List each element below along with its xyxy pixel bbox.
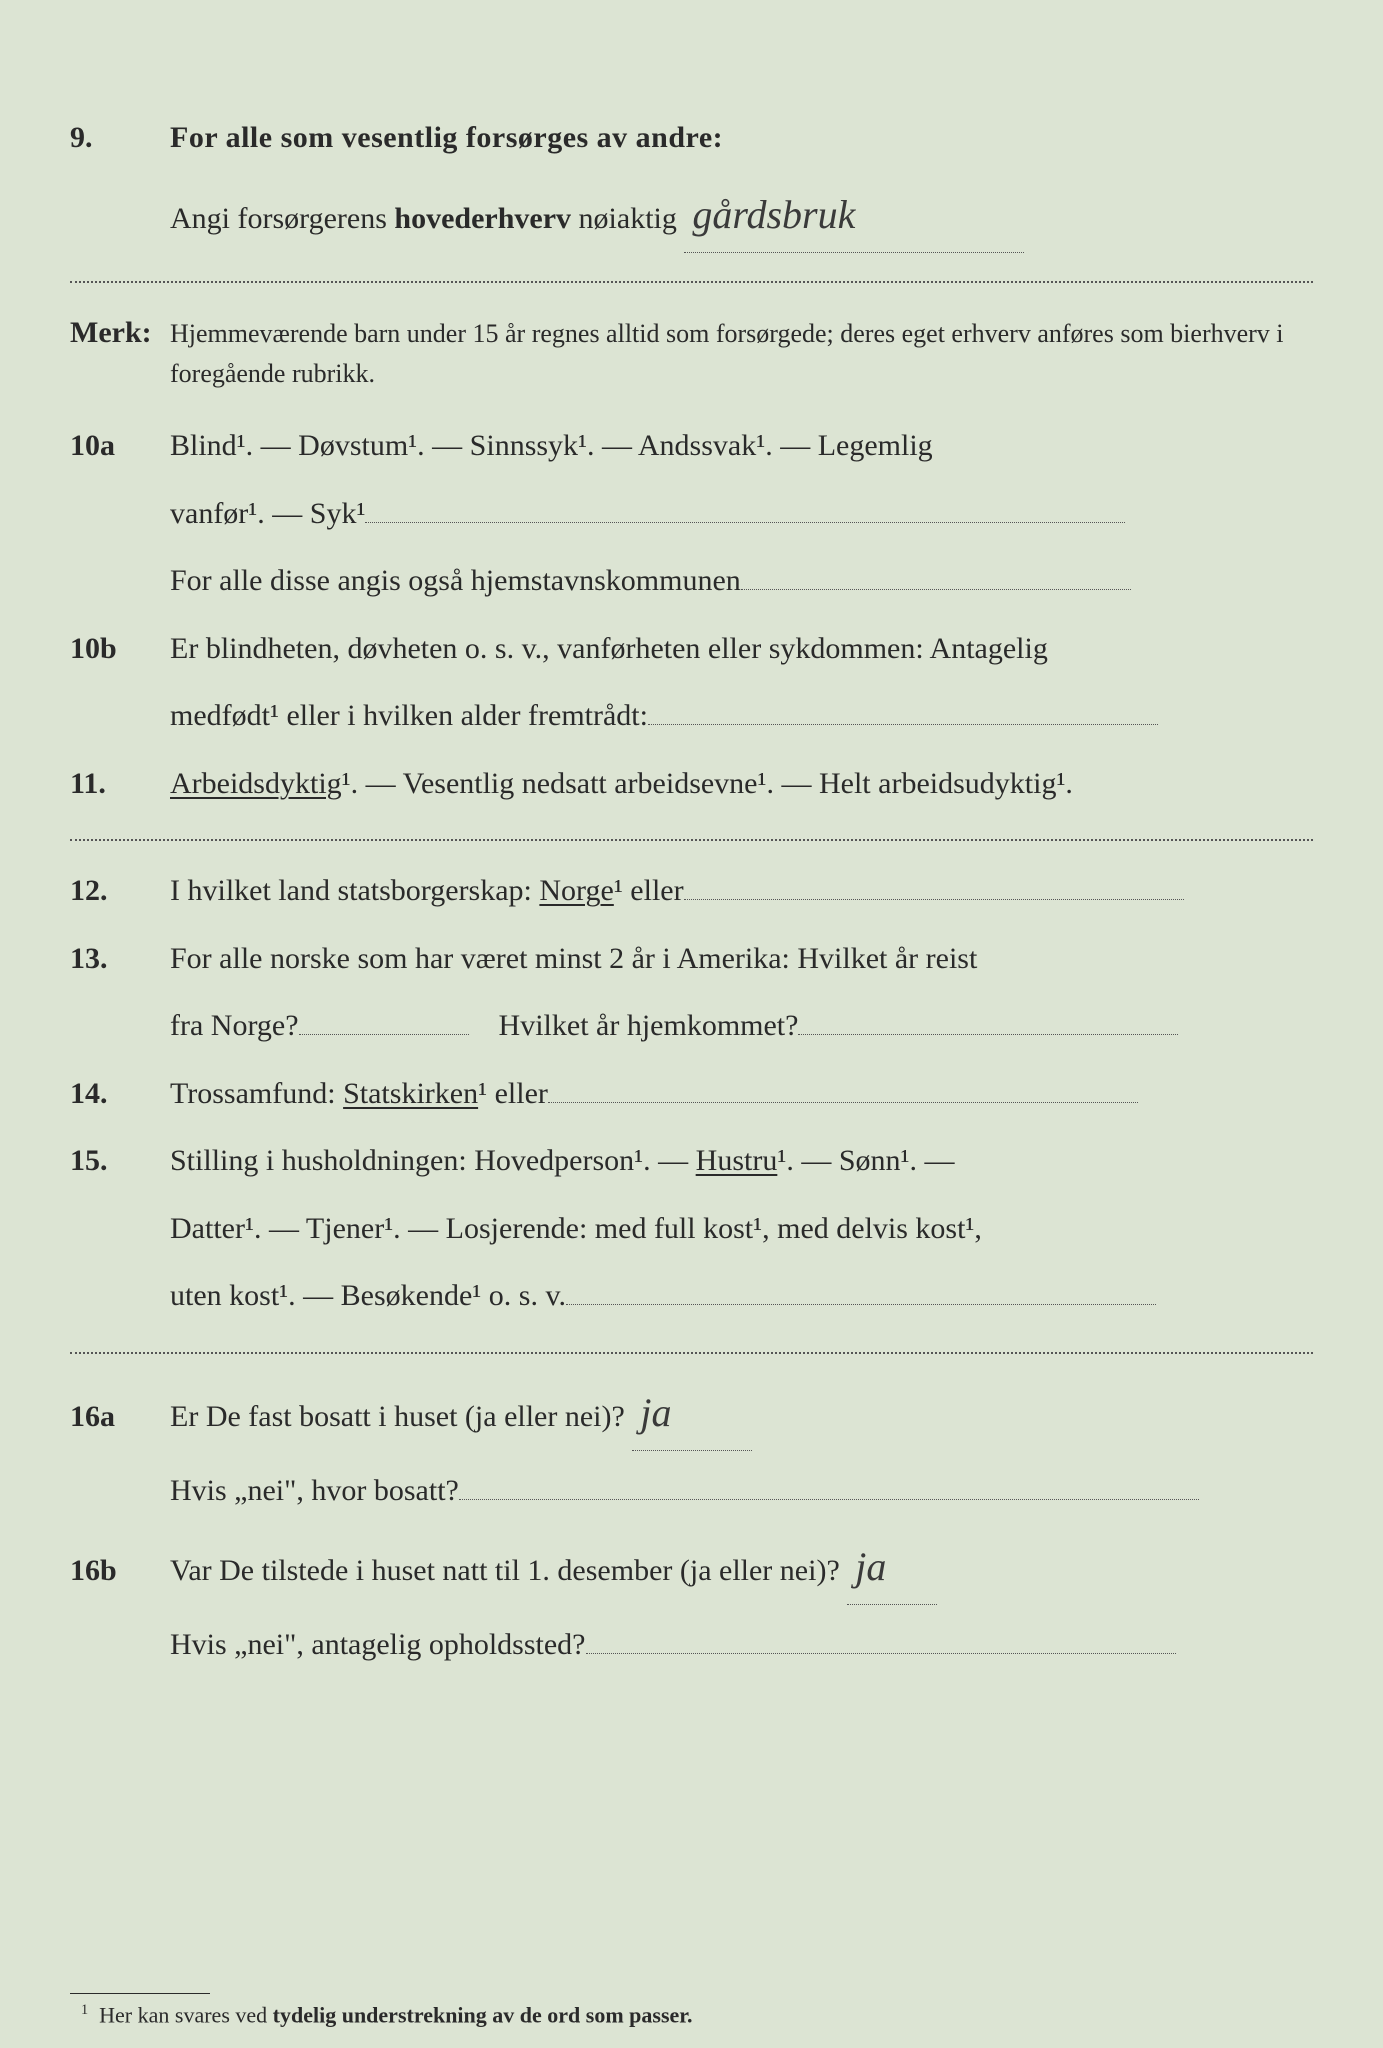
q16b-t2: Hvis „nei", antagelig opholdssted?: [170, 1628, 586, 1661]
q12: 12. I hvilket land statsborgerskap: Norg…: [70, 863, 1313, 919]
blank-10a: [365, 497, 1125, 523]
q16a-num: 16a: [70, 1389, 170, 1445]
q15-t3: uten kost¹. — Besøkende¹ o. s. v.: [170, 1279, 566, 1312]
divider-2: [70, 839, 1313, 841]
q9-answer: gårdsbruk: [684, 178, 1024, 253]
blank-10a2: [741, 565, 1131, 591]
foot-b: tydelig understrekning av de ord som pas…: [273, 2002, 693, 2027]
q10b-l2: medfødt¹ eller i hvilken alder fremtrådt…: [70, 688, 1313, 744]
q16a-l1: 16a Er De fast bosatt i huset (ja eller …: [70, 1376, 1313, 1451]
q12-a: I hvilket land statsborgerskap:: [170, 874, 539, 907]
q16b-q: Var De tilstede i huset natt til 1. dese…: [170, 1554, 840, 1587]
q16a-q: Er De fast bosatt i huset (ja eller nei)…: [170, 1400, 625, 1433]
foot-a: Her kan svares ved: [99, 2002, 273, 2027]
q15-c: ¹. — Sønn¹. —: [777, 1144, 954, 1177]
q10b-l1: 10b Er blindheten, døvheten o. s. v., va…: [70, 621, 1313, 677]
q11: 11. Arbeidsdyktig¹. — Vesentlig nedsatt …: [70, 756, 1313, 812]
q9-line2: Angi forsørgerens hovederhverv nøiaktig …: [70, 178, 1313, 253]
q10a-opts: Blind¹. — Døvstum¹. — Sinnssyk¹. — Andss…: [170, 418, 1313, 474]
q9-title: For alle som vesentlig forsørges av andr…: [170, 110, 1313, 166]
q11-num: 11.: [70, 756, 170, 812]
q16a-l2: Hvis „nei", hvor bosatt?: [70, 1463, 1313, 1519]
q9-num: 9.: [70, 110, 170, 166]
q14-num: 14.: [70, 1066, 170, 1122]
blank-12: [684, 875, 1184, 901]
q13-l1: 13. For alle norske som har været minst …: [70, 931, 1313, 987]
q10b-t1: Er blindheten, døvheten o. s. v., vanfør…: [170, 621, 1313, 677]
q10a-home: For alle disse angis også hjemstavnskomm…: [170, 564, 741, 597]
blank-15: [566, 1280, 1156, 1306]
divider-3: [70, 1352, 1313, 1354]
q10b-t2: medfødt¹ eller i hvilken alder fremtrådt…: [170, 699, 648, 732]
q11-a: Arbeidsdyktig: [170, 767, 342, 800]
q9-l2c: nøiaktig: [571, 202, 677, 235]
foot-num: 1: [81, 2002, 88, 2018]
q15-a: Stilling i husholdningen: Hovedperson¹. …: [170, 1144, 696, 1177]
q16a-ans: ja: [632, 1376, 752, 1451]
q10a-l1: 10a Blind¹. — Døvstum¹. — Sinnssyk¹. — A…: [70, 418, 1313, 474]
q13-num: 13.: [70, 931, 170, 987]
blank-16a: [459, 1474, 1199, 1500]
q10b-num: 10b: [70, 621, 170, 677]
blank-10b: [648, 700, 1158, 726]
q12-b: Norge: [539, 874, 613, 907]
q10a-l2: vanfør¹. — Syk¹: [70, 486, 1313, 542]
q13-b: Hvilket år hjemkommet?: [499, 1009, 799, 1042]
q15-l2: Datter¹. — Tjener¹. — Losjerende: med fu…: [70, 1201, 1313, 1257]
q9-l2b: hovederhverv: [394, 202, 571, 235]
blank-13b: [798, 1010, 1178, 1036]
q16b-num: 16b: [70, 1543, 170, 1599]
q11-b: ¹. — Vesentlig nedsatt arbeidsevne¹. — H…: [342, 767, 1073, 800]
merk-row: Merk: Hjemmeværende barn under 15 år reg…: [70, 305, 1313, 395]
q16a-t2: Hvis „nei", hvor bosatt?: [170, 1474, 459, 1507]
q16b-l1: 16b Var De tilstede i huset natt til 1. …: [70, 1530, 1313, 1605]
footnote: 1 Her kan svares ved tydelig understrekn…: [70, 2002, 1313, 2028]
blank-14: [548, 1077, 1138, 1103]
q12-num: 12.: [70, 863, 170, 919]
q10a-num: 10a: [70, 418, 170, 474]
q12-c: ¹ eller: [614, 874, 684, 907]
q13-t1: For alle norske som har været minst 2 år…: [170, 931, 1313, 987]
merk-text: Hjemmeværende barn under 15 år regnes al…: [170, 314, 1313, 395]
q14: 14. Trossamfund: Statskirken¹ eller: [70, 1066, 1313, 1122]
q10a-opts2: vanfør¹. — Syk¹: [170, 497, 365, 530]
blank-16b: [586, 1629, 1176, 1655]
q13-a: fra Norge?: [170, 1009, 299, 1042]
q14-a: Trossamfund:: [170, 1077, 343, 1110]
q15-t2: Datter¹. — Tjener¹. — Losjerende: med fu…: [170, 1201, 1313, 1257]
q10a-l3: For alle disse angis også hjemstavnskomm…: [70, 553, 1313, 609]
divider-1: [70, 281, 1313, 283]
q16b-l2: Hvis „nei", antagelig opholdssted?: [70, 1617, 1313, 1673]
q9-l2a: Angi forsørgerens: [170, 202, 394, 235]
q13-l2: fra Norge? Hvilket år hjemkommet?: [70, 998, 1313, 1054]
q9-content: Angi forsørgerens hovederhverv nøiaktig …: [170, 178, 1313, 253]
q15-l1: 15. Stilling i husholdningen: Hovedperso…: [70, 1133, 1313, 1189]
q15-b: Hustru: [696, 1144, 778, 1177]
blank-13a: [299, 1010, 469, 1036]
q14-c: ¹ eller: [478, 1077, 548, 1110]
footnote-rule: [70, 1993, 210, 1994]
q16b-ans: ja: [847, 1530, 937, 1605]
q15-num: 15.: [70, 1133, 170, 1189]
merk-label: Merk:: [70, 305, 170, 361]
q9-line1: 9. For alle som vesentlig forsørges av a…: [70, 110, 1313, 166]
q14-b: Statskirken: [343, 1077, 478, 1110]
q15-l3: uten kost¹. — Besøkende¹ o. s. v.: [70, 1268, 1313, 1324]
